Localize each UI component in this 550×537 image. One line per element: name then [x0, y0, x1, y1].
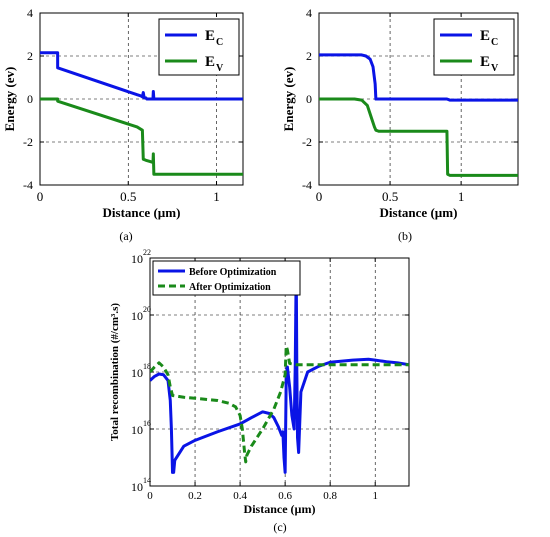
series-line-0 — [40, 51, 243, 101]
legend-label: E — [205, 54, 215, 70]
y-tick-label: 10 — [131, 480, 143, 494]
y-tick-label: 0 — [306, 92, 312, 106]
legend-label-subscript: V — [216, 63, 224, 74]
x-tick-label: 0 — [147, 490, 153, 502]
series-line-1 — [319, 97, 518, 177]
y-tick-label: 4 — [27, 6, 33, 20]
panel-label: (a) — [119, 229, 132, 243]
legend-box — [158, 18, 240, 76]
x-tick-label: 1 — [458, 189, 465, 204]
legend-label-subscript: V — [491, 63, 499, 74]
series-line-0 — [150, 293, 409, 474]
y-tick-label: 2 — [306, 49, 312, 63]
x-axis-label: Distance (µm) — [380, 205, 458, 220]
x-axis-label: Distance (µm) — [244, 502, 316, 516]
legend-label-subscript: C — [216, 37, 223, 48]
y-axis-label: Total recombination (#/cm³.s) — [109, 303, 121, 441]
x-tick-label: 0.4 — [233, 490, 247, 502]
x-tick-label: 0.2 — [188, 490, 202, 502]
y-tick-label: -2 — [23, 135, 33, 149]
y-tick-exponent: 16 — [143, 419, 151, 428]
x-axis-label: Distance (µm) — [103, 205, 181, 220]
x-tick-label: 0.6 — [278, 490, 292, 502]
x-tick-label: 1 — [372, 490, 378, 502]
series-line-0 — [319, 53, 518, 102]
legend-label: E — [480, 54, 490, 70]
y-tick-exponent: 18 — [143, 362, 151, 371]
x-tick-label: 0.8 — [323, 490, 337, 502]
y-tick-label: 2 — [27, 49, 33, 63]
legend-box — [152, 260, 301, 296]
legend-box — [433, 18, 515, 76]
x-tick-label: 0 — [316, 189, 323, 204]
y-tick-label: 4 — [306, 6, 312, 20]
legend-label: After Optimization — [189, 282, 271, 293]
y-tick-label: 10 — [131, 366, 143, 380]
y-axis-label: Energy (ev) — [281, 67, 296, 132]
panel-label: (b) — [398, 229, 412, 243]
series-line-1 — [40, 97, 243, 176]
legend-label: E — [205, 28, 215, 44]
y-tick-exponent: 22 — [143, 248, 151, 257]
y-tick-label: 10 — [131, 252, 143, 266]
y-tick-label: -4 — [302, 178, 312, 192]
y-axis-label: Energy (ev) — [2, 67, 17, 132]
y-tick-exponent: 20 — [143, 305, 151, 314]
x-tick-label: 0 — [37, 189, 44, 204]
y-tick-label: -2 — [302, 135, 312, 149]
series-line-1 — [150, 344, 409, 464]
y-tick-label: -4 — [23, 178, 33, 192]
y-tick-exponent: 14 — [143, 476, 151, 485]
panel-label: (c) — [273, 520, 286, 534]
y-tick-label: 0 — [27, 92, 33, 106]
legend-label-subscript: C — [491, 37, 498, 48]
legend-label: E — [480, 28, 490, 44]
legend-label: Before Optimization — [189, 267, 277, 278]
y-tick-label: 10 — [131, 309, 143, 323]
y-tick-label: 10 — [131, 423, 143, 437]
x-tick-label: 0.5 — [382, 189, 398, 204]
x-tick-label: 1 — [213, 189, 220, 204]
x-tick-label: 0.5 — [120, 189, 136, 204]
